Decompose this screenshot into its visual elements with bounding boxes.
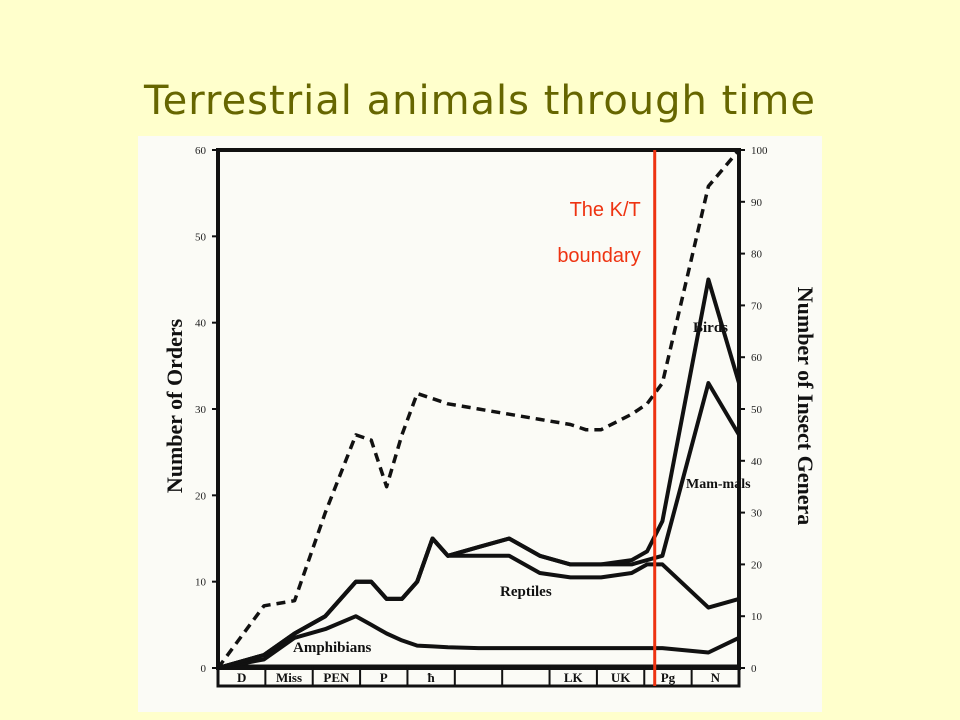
right-tick-label: 70 [751,300,763,312]
right-tick-label: 60 [751,352,763,364]
left-tick-label: 30 [195,404,207,416]
left-tick-label: 20 [195,490,207,502]
right-axis-label: Number of Insect Genera [793,287,818,526]
left-axis-label: Number of Orders [162,318,187,493]
series-label-amphibians: Amphibians [293,640,372,656]
series-label-birds: Birds [693,320,728,336]
left-tick-label: 40 [195,318,207,330]
slide-title: Terrestrial animals through time [144,78,816,124]
right-tick-label: 50 [751,404,763,416]
period-label: P [380,670,388,685]
kt-boundary-label-line1: The K/T [570,199,641,221]
period-label: N [711,670,721,685]
series-line-amphibians [217,614,740,670]
period-label: PEN [323,670,350,685]
series-label-mammals: Mam-mals [686,477,751,492]
right-tick-label: 40 [751,456,763,468]
right-tick-label: 10 [751,611,763,623]
right-tick-label: 0 [751,663,757,675]
period-label: Pg [661,670,676,685]
left-tick-label: 60 [195,145,207,157]
period-bar [216,664,741,688]
left-tick-label: 0 [201,663,207,675]
period-label: D [237,670,246,685]
right-tick-label: 30 [751,508,763,520]
kt-boundary-label-line2: boundary [557,245,640,267]
right-tick-label: 100 [751,145,768,157]
right-tick-label: 80 [751,249,763,261]
left-tick-label: 10 [195,577,207,589]
left-tick-label: 50 [195,231,207,243]
period-label: Miss [276,670,302,685]
period-label: UK [611,670,631,685]
period-label: ħ [428,670,436,685]
right-tick-label: 20 [751,559,763,571]
right-tick-label: 90 [751,197,763,209]
period-label: LK [564,670,584,685]
series-label-reptiles: Reptiles [500,584,552,600]
series-line-birds [217,277,741,670]
series-line-number-of-insect-genera [216,148,741,670]
